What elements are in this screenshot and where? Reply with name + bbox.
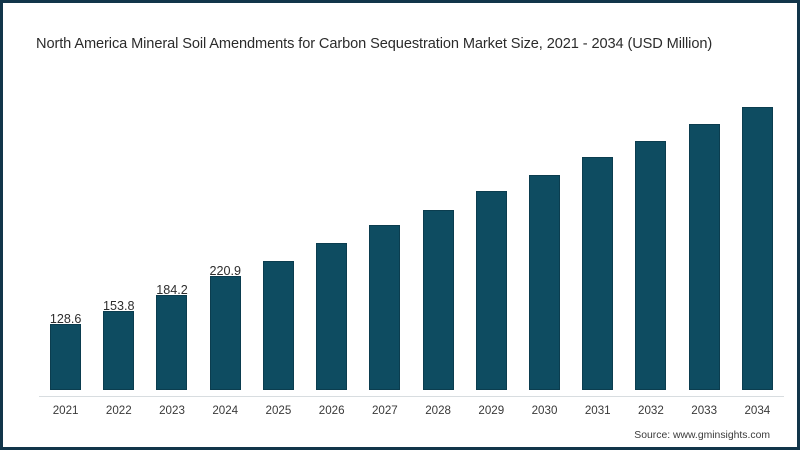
bar[interactable] xyxy=(316,243,348,390)
bar-slot xyxy=(412,209,465,390)
x-axis-tick-label: 2032 xyxy=(638,404,664,417)
bar-slot xyxy=(39,323,92,390)
bar[interactable] xyxy=(369,225,401,390)
bar[interactable] xyxy=(528,175,560,390)
bar[interactable] xyxy=(582,157,614,390)
x-axis-tick-label: 2026 xyxy=(318,404,345,417)
bar-value-label: 220.9 xyxy=(209,264,241,279)
bar[interactable] xyxy=(103,310,135,390)
bar-slot xyxy=(252,260,305,390)
bar-slot xyxy=(305,243,358,390)
bar[interactable] xyxy=(156,295,188,390)
bar-slot xyxy=(678,123,731,390)
bar-slot xyxy=(199,276,252,390)
x-axis-tick-label: 2023 xyxy=(159,404,185,417)
bar-value-label: 153.8 xyxy=(103,298,135,313)
bar[interactable] xyxy=(50,323,81,390)
bar-value-label: 184.2 xyxy=(156,283,188,298)
bar-slot xyxy=(731,107,784,390)
bar[interactable] xyxy=(741,107,773,390)
x-axis-tick-label: 2031 xyxy=(584,404,611,417)
bar-slot xyxy=(571,157,624,390)
bar[interactable] xyxy=(475,190,507,390)
bar[interactable] xyxy=(422,209,454,390)
bar-value-label: 128.6 xyxy=(49,311,82,326)
x-axis-tick-label: 2024 xyxy=(212,404,239,417)
x-axis-tick-label: 2030 xyxy=(531,404,558,417)
bar[interactable] xyxy=(635,141,667,390)
bar-slot xyxy=(624,141,677,390)
bar-slot xyxy=(92,310,145,390)
x-axis-tick-label: 2034 xyxy=(744,404,771,417)
x-axis-tick-label: 2021 xyxy=(52,404,79,417)
bar[interactable] xyxy=(209,276,241,390)
bar-slot xyxy=(465,190,518,390)
source-attribution: Source: www.gminsights.com xyxy=(634,430,770,441)
x-axis-tick-label: 2027 xyxy=(371,404,398,417)
x-axis-tick-label: 2029 xyxy=(478,404,505,417)
x-axis-tick-label: 2028 xyxy=(425,404,451,417)
bar-slot xyxy=(145,295,198,390)
x-axis-tick-label: 2033 xyxy=(691,404,718,417)
x-axis-tick-label: 2025 xyxy=(265,404,292,417)
bar-slot xyxy=(358,225,411,390)
bar-slot xyxy=(518,175,571,390)
x-axis-tick-label: 2022 xyxy=(105,404,132,417)
bar[interactable] xyxy=(688,123,720,390)
x-axis-line xyxy=(39,396,784,397)
chart-canvas: North America Mineral Soil Amendments fo… xyxy=(6,6,794,444)
bar[interactable] xyxy=(262,260,294,390)
chart-title: North America Mineral Soil Amendments fo… xyxy=(36,36,713,52)
